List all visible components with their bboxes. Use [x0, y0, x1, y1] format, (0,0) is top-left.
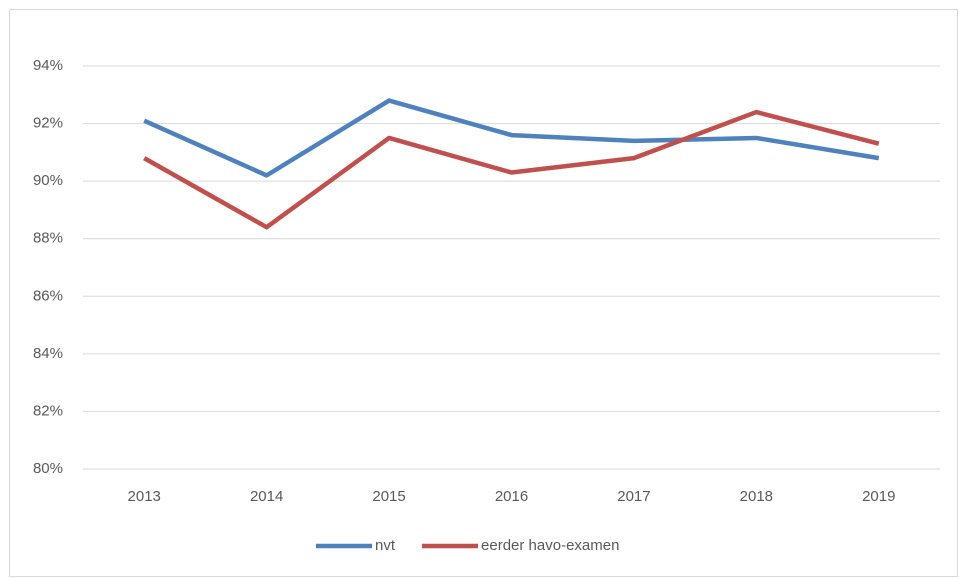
chart-border: [9, 9, 958, 577]
legend-label: eerder havo-examen: [481, 537, 619, 554]
x-tick-label: 2014: [250, 488, 283, 505]
x-tick-label: 2017: [617, 488, 650, 505]
x-tick-label: 2019: [862, 488, 895, 505]
legend-label: nvt: [375, 537, 396, 554]
y-tick-label: 88%: [33, 230, 63, 247]
y-tick-label: 94%: [33, 57, 63, 74]
y-tick-label: 86%: [33, 287, 63, 304]
series-line: [143, 109, 880, 230]
x-tick-label: 2016: [495, 488, 528, 505]
x-tick-label: 2015: [372, 488, 405, 505]
y-tick-label: 82%: [33, 402, 63, 419]
y-tick-label: 90%: [33, 172, 63, 189]
y-tick-label: 92%: [33, 115, 63, 132]
y-tick-label: 80%: [33, 460, 63, 477]
series-line: [143, 98, 880, 178]
x-tick-label: 2018: [740, 488, 773, 505]
y-tick-label: 84%: [33, 345, 63, 362]
x-tick-label: 2013: [128, 488, 161, 505]
